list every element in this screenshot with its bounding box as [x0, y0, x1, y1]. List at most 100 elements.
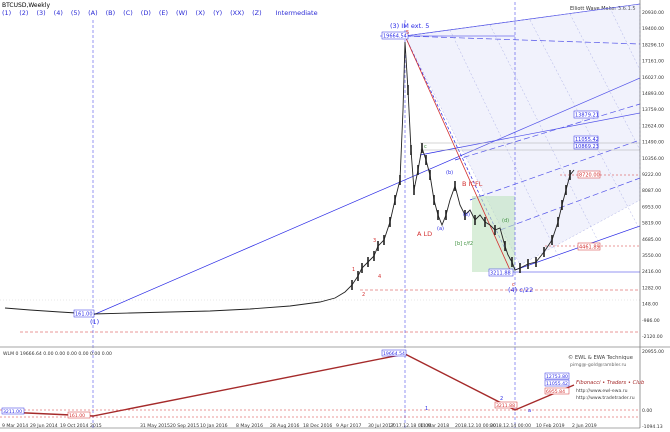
- target1-tag: 13879.21: [575, 113, 599, 119]
- current-tag: 8720.00: [579, 173, 600, 179]
- time-axis-tick: 10 Jan 2016: [200, 423, 228, 429]
- svg-text:http://www.ewl-ewa.ru: http://www.ewl-ewa.ru: [576, 388, 628, 394]
- chart-symbol: BTCUSD,Weekly: [2, 2, 51, 9]
- time-axis-tick: 11 Mar 2018: [420, 423, 449, 429]
- degree-button[interactable]: (D): [140, 9, 151, 17]
- price-axis-tick: 13759.00: [642, 107, 664, 113]
- degree-button[interactable]: (4): [53, 9, 63, 17]
- price-axis-tick: 17161.00: [642, 59, 664, 65]
- svg-text:20955.00: 20955.00: [642, 349, 664, 355]
- price-axis-tick: 2416.00: [642, 269, 661, 275]
- time-axis-tick: 9 Apr 2017: [336, 423, 362, 429]
- svg-text:161.00: 161.00: [69, 413, 85, 419]
- branding: © EWL & EWA Technique pimg@-gold@rambler…: [568, 354, 645, 401]
- degree-button[interactable]: (1): [2, 9, 12, 17]
- time-axis-tick: 28 Aug 2016: [270, 423, 300, 429]
- wlm-indicator: 19664.54 3211.00 161.00 12753.80 11055.4…: [0, 349, 640, 419]
- low-tag: 3211.88: [490, 271, 511, 277]
- svg-text:(a): (a): [437, 226, 444, 232]
- degree-button[interactable]: (W): [176, 9, 188, 17]
- price-axis-tick: 10356.00: [642, 156, 664, 162]
- price-axis-tick: 8087.00: [642, 188, 661, 194]
- price-series: [4, 41, 575, 315]
- degree-button[interactable]: (3): [36, 9, 46, 17]
- svg-text:© EWL & EWA Technique: © EWL & EWA Technique: [568, 354, 633, 361]
- time-axis-tick: 8 May 2016: [236, 423, 263, 429]
- svg-text:0.00: 0.00: [642, 408, 652, 414]
- time-axis-tick: 10 Feb 2019: [536, 423, 565, 429]
- svg-text:(e): (e): [463, 212, 470, 218]
- price-axis-tick: 14893.00: [642, 91, 664, 97]
- svg-text:12753.80: 12753.80: [546, 374, 568, 380]
- degree-button[interactable]: (2): [19, 9, 29, 17]
- degree-button[interactable]: (5): [70, 9, 81, 17]
- time-axis-tick: 19 Oct 2014: [60, 423, 88, 429]
- degree-button[interactable]: (B): [105, 9, 116, 17]
- svg-text:c: c: [424, 144, 427, 150]
- time-axis-tick: 2017.12.18 00:00: [390, 423, 431, 429]
- svg-text:2: 2: [362, 292, 365, 298]
- time-axis-tick: 2018.12.14 00:00: [490, 423, 531, 429]
- price-axis-tick: 16027.00: [642, 75, 664, 81]
- time-axis-tick: 20 Sep 2015: [170, 423, 199, 429]
- price-axis-tick: 19400.00: [642, 26, 664, 32]
- svg-text:4: 4: [378, 274, 381, 280]
- target2-tag: 11055.42: [575, 137, 599, 143]
- ath-tag: 19664.54: [383, 34, 407, 40]
- price-tags: 19664.54 161.00 3211.88 13879.21 11055.4…: [73, 31, 601, 318]
- wave-labels: (3) IM ext. 5 (4) c/22 (1) B ICFL A LD (…: [90, 22, 533, 326]
- svg-text:11055.42: 11055.42: [546, 381, 568, 387]
- time-axis-tick: 18 Dec 2016: [303, 423, 332, 429]
- degree-button[interactable]: (A): [88, 9, 98, 17]
- svg-text:Fibonacci • Traders • Club: Fibonacci • Traders • Club: [576, 380, 645, 386]
- svg-text:3: 3: [373, 238, 376, 244]
- price-axis-tick: -986.00: [642, 318, 660, 324]
- indicator-label: WLM 0 19666.64 0.00 0.00 0.00 0.00 0.00 …: [3, 351, 112, 357]
- svg-text:19664.54: 19664.54: [383, 351, 405, 357]
- time-axis-tick: 2018.12.10 00:00: [455, 423, 496, 429]
- time-axis-tick: 29 Jun 2014: [30, 423, 58, 429]
- price-axis-tick: 6953.00: [642, 204, 661, 210]
- target2b-tag: 10869.23: [575, 144, 599, 150]
- wave-3-label: (3) IM ext. 5: [390, 22, 429, 30]
- svg-text:c: c: [512, 282, 515, 288]
- svg-text:6955.84: 6955.84: [546, 389, 565, 395]
- price-axis-tick: 3550.00: [642, 253, 661, 259]
- svg-text:3211.88: 3211.88: [496, 403, 515, 409]
- price-axis-tick: 4685.00: [642, 237, 661, 243]
- svg-text:a: a: [528, 408, 531, 414]
- svg-text:[b] c/f2: [b] c/f2: [455, 241, 473, 247]
- time-axis-tick: 2 Jun 2019: [572, 423, 597, 429]
- time-axis-tick: 31 May 2015: [140, 423, 170, 429]
- svg-text:-1094.13: -1094.13: [642, 424, 663, 430]
- wave-1-label: (1): [90, 318, 99, 326]
- svg-text:2: 2: [500, 396, 503, 402]
- svg-text:3211.00: 3211.00: [3, 409, 22, 415]
- wave-a-label: A LD: [417, 230, 432, 238]
- wave-b-label: B ICFL: [462, 180, 483, 188]
- svg-text:1: 1: [425, 406, 428, 412]
- degree-button[interactable]: (Y): [213, 9, 223, 17]
- wave-degree-toolbar: (1) (2) (3) (4) (5) (A) (B) (C) (D) (E) (W) (X) (Y) (…: [2, 9, 326, 17]
- degree-button[interactable]: (XX): [230, 9, 245, 17]
- wave-4-label: (4) c/22: [508, 286, 533, 294]
- time-axis-tick: 2015: [90, 423, 102, 429]
- time-axis-tick: 9 Mar 2014: [2, 423, 28, 429]
- price-axis-tick: 5819.00: [642, 221, 661, 227]
- time-axis-tick: 30 Jul 2017: [368, 423, 394, 429]
- degree-button[interactable]: (X): [195, 9, 206, 17]
- price-axis-tick: 11490.00: [642, 140, 664, 146]
- price-axis-tick: 20930.00: [642, 10, 664, 16]
- early-low-tag: 161.00: [75, 312, 93, 318]
- degree-label: Intermediate: [275, 9, 318, 17]
- svg-text:(d): (d): [502, 218, 509, 224]
- price-axis-tick: 148.00: [642, 302, 658, 308]
- price-axis-tick: 9222.00: [642, 172, 661, 178]
- svg-text:(b): (b): [446, 170, 453, 176]
- degree-button[interactable]: (C): [123, 9, 133, 17]
- svg-text:1: 1: [352, 267, 355, 273]
- degree-button[interactable]: (Z): [252, 9, 262, 17]
- degree-button[interactable]: (E): [158, 9, 169, 17]
- price-axis-tick: 1282.00: [642, 285, 661, 291]
